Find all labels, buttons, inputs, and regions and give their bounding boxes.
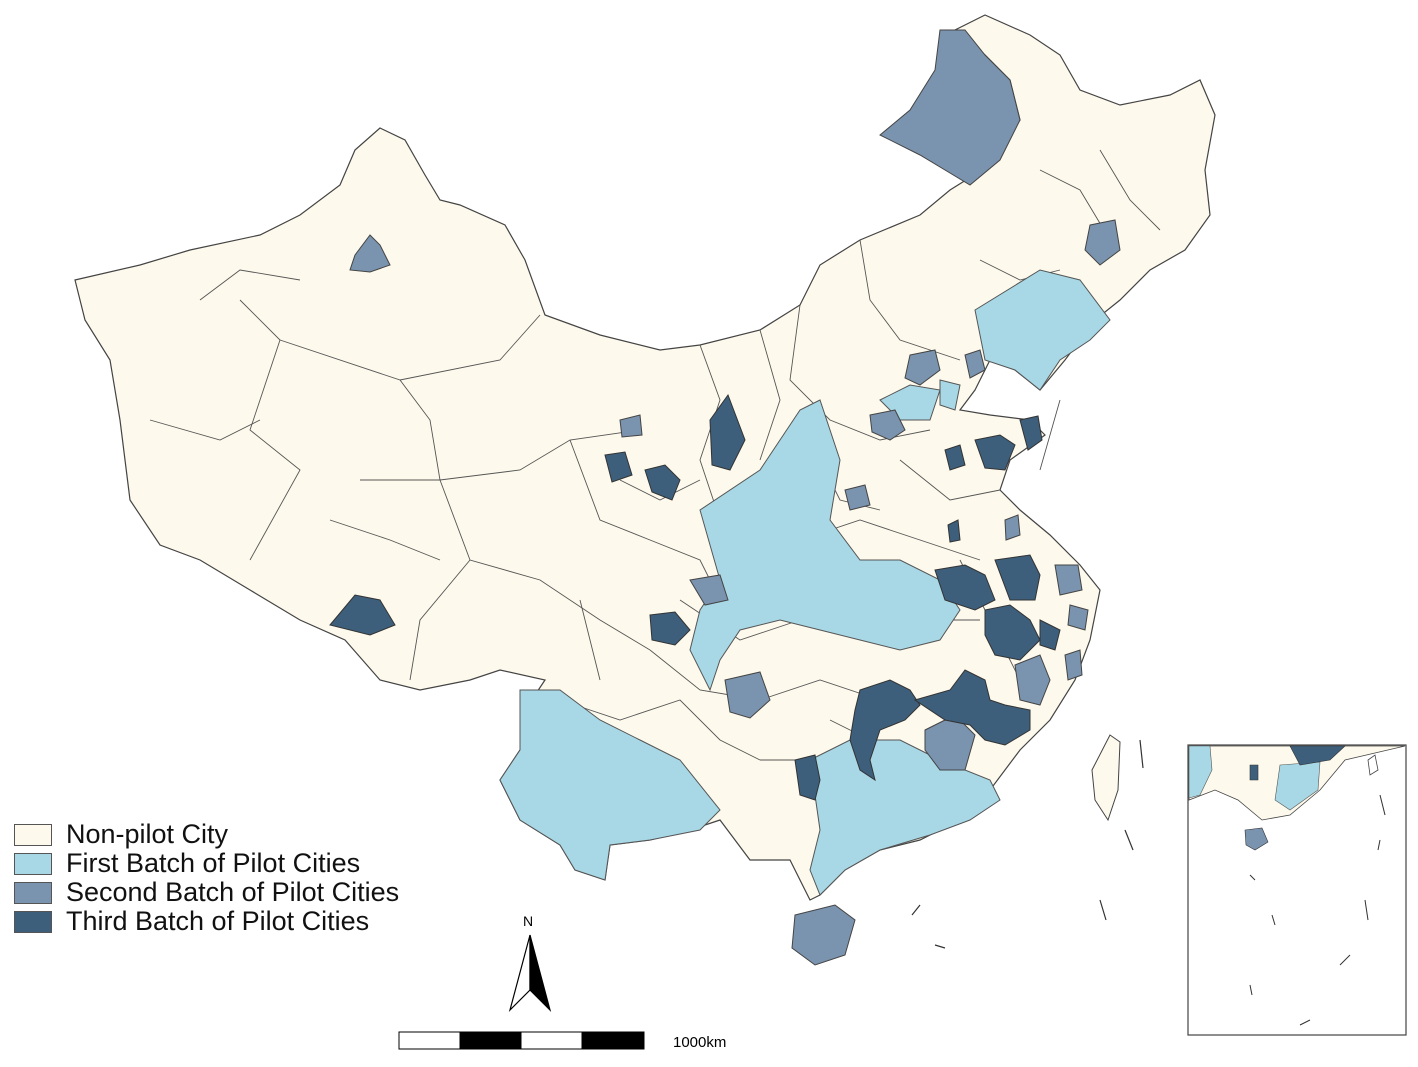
legend-item-non-pilot: Non-pilot City bbox=[14, 820, 399, 849]
south-china-sea-dashes bbox=[911, 739, 1144, 949]
north-label: N bbox=[523, 913, 533, 929]
province-borders bbox=[149, 149, 1161, 801]
legend-item-second-batch: Second Batch of Pilot Cities bbox=[14, 878, 399, 907]
legend-label: Non-pilot City bbox=[66, 819, 229, 849]
swatch-second-batch bbox=[14, 881, 52, 904]
map-legend: Non-pilot City First Batch of Pilot Citi… bbox=[14, 820, 399, 936]
legend-label: Third Batch of Pilot Cities bbox=[66, 906, 370, 936]
legend-label: Second Batch of Pilot Cities bbox=[66, 877, 400, 907]
south-china-sea-inset bbox=[1187, 744, 1407, 1036]
swatch-third-batch bbox=[14, 910, 52, 933]
legend-label: First Batch of Pilot Cities bbox=[66, 848, 361, 878]
china-mainland bbox=[74, 14, 1216, 901]
swatch-first-batch bbox=[14, 852, 52, 875]
second-batch-regions bbox=[349, 29, 1121, 966]
taiwan bbox=[1091, 734, 1121, 822]
scale-label: 1000km bbox=[673, 1034, 726, 1051]
scale-bar bbox=[398, 1031, 645, 1050]
swatch-non-pilot bbox=[14, 823, 52, 846]
first-batch-regions bbox=[499, 269, 1111, 896]
legend-item-third-batch: Third Batch of Pilot Cities bbox=[14, 907, 399, 936]
legend-item-first-batch: First Batch of Pilot Cities bbox=[14, 849, 399, 878]
north-arrow-icon bbox=[508, 934, 552, 1013]
third-batch-regions bbox=[329, 393, 1061, 801]
